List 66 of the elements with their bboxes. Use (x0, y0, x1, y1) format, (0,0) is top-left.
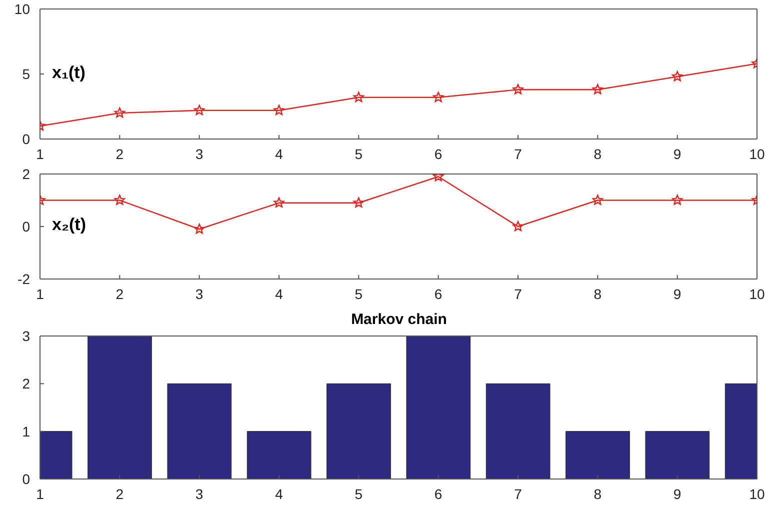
y-tick-label: 1 (22, 423, 30, 440)
x-tick-label: 5 (354, 286, 363, 302)
x-tick-label: 4 (275, 486, 284, 502)
bar (566, 431, 630, 479)
x-tick-label: 8 (594, 146, 602, 162)
x-tick-label: 1 (36, 486, 44, 502)
point (194, 224, 205, 234)
x-tick-label: 8 (594, 286, 602, 302)
bar (326, 383, 391, 479)
x-tick-label: 9 (673, 146, 682, 162)
x-tick-label: 1 (36, 146, 44, 162)
x-tick-label: 10 (749, 286, 765, 302)
x-tick-label: 2 (116, 286, 124, 302)
point (592, 194, 604, 205)
x-tick-label: 9 (673, 486, 682, 502)
chart-title: Markov chain (350, 311, 448, 328)
x-tick-label: 5 (354, 146, 363, 162)
y-tick-label: 0 (22, 218, 30, 234)
bar (246, 431, 312, 479)
x-tick-label: 10 (749, 146, 765, 162)
x-tick-label: 3 (195, 486, 204, 502)
x-tick-label: 7 (514, 286, 522, 302)
x-tick-label: 8 (594, 486, 602, 502)
point (274, 104, 284, 116)
y-tick-label: 0 (22, 470, 30, 487)
y-tick-label: 5 (22, 66, 30, 82)
y-tick-label: 0 (22, 130, 30, 147)
x-tick-label: 3 (195, 286, 204, 302)
point (353, 197, 364, 208)
x-tick-label: 5 (354, 486, 363, 502)
y-tick-label: -2 (18, 270, 30, 287)
bar (167, 383, 232, 479)
point (672, 194, 683, 205)
x-tick-label: 9 (673, 286, 682, 302)
x-tick-label: 3 (195, 146, 204, 162)
x-tick-label: 2 (116, 146, 124, 162)
point (512, 84, 524, 94)
x-tick-label: 6 (434, 486, 442, 502)
point (353, 92, 364, 102)
point (194, 104, 205, 116)
x-tick-label: 1 (36, 286, 44, 302)
x-tick-label: 10 (749, 486, 765, 502)
x-tick-label: 6 (434, 286, 442, 302)
bar (406, 336, 471, 479)
y-tick-label: 2 (22, 166, 30, 182)
x-tick-label: 4 (275, 286, 284, 302)
point (512, 220, 524, 232)
bar (88, 336, 152, 479)
y-axis-title: x₁(t) (52, 62, 86, 82)
x-tick-label: 7 (514, 486, 522, 502)
point (592, 84, 604, 94)
bar (486, 383, 550, 479)
x-tick-label: 7 (514, 146, 522, 162)
x-tick-label: 2 (116, 486, 124, 502)
point (114, 107, 126, 118)
y-tick-label: 2 (22, 376, 30, 392)
x-tick-label: 4 (275, 146, 284, 162)
point (432, 92, 444, 102)
bar (645, 431, 710, 479)
point (114, 194, 126, 205)
point (672, 71, 683, 82)
y-tick-label: 3 (22, 328, 30, 344)
x-tick-label: 6 (434, 146, 442, 162)
y-axis-title: x₂(t) (52, 215, 86, 235)
y-tick-label: 10 (14, 0, 30, 17)
point (274, 197, 284, 208)
